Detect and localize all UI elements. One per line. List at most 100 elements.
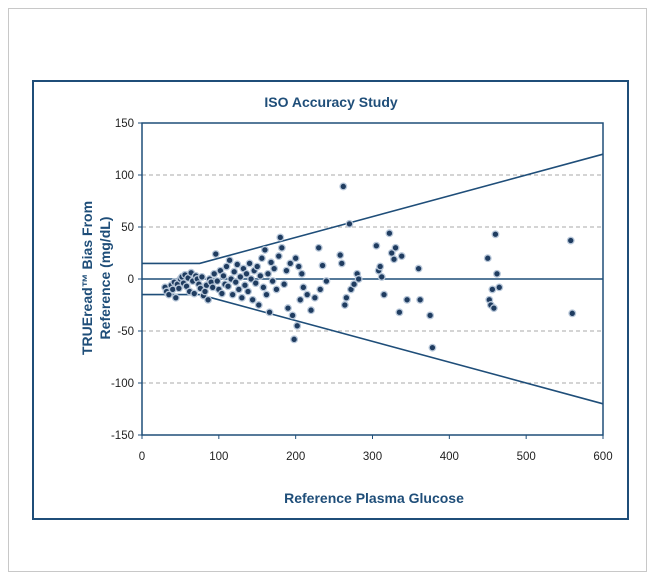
y-tick-label: 150 [115, 118, 134, 130]
x-tick-label: 300 [363, 451, 382, 463]
data-point [316, 285, 325, 294]
data-point [260, 245, 269, 254]
data-point [224, 282, 233, 291]
data-point [282, 266, 291, 275]
data-points [161, 182, 577, 352]
data-point [262, 290, 271, 299]
data-point [210, 269, 219, 278]
data-point [310, 293, 319, 302]
y-tick-label: -150 [111, 430, 134, 442]
data-point [219, 271, 228, 280]
data-point [204, 295, 213, 304]
data-point [414, 264, 423, 273]
data-point [237, 293, 246, 302]
y-axis-title-line-1: TRUEread™ Bias From [79, 201, 95, 355]
data-point [174, 284, 183, 293]
x-tick-label: 500 [517, 451, 536, 463]
data-point [397, 252, 406, 261]
data-point [354, 275, 363, 283]
data-point [337, 259, 346, 268]
data-point [489, 304, 498, 313]
data-point [340, 301, 349, 309]
data-point [225, 256, 234, 265]
chart-frame [32, 80, 629, 520]
data-point [296, 295, 305, 304]
data-point [164, 290, 173, 299]
data-point [274, 252, 283, 261]
x-tick-label: 600 [593, 451, 612, 463]
data-point [265, 308, 274, 317]
data-point [190, 289, 199, 298]
data-point [242, 269, 251, 278]
data-point [217, 289, 226, 298]
data-point [376, 262, 385, 271]
data-point [566, 236, 575, 245]
data-point [488, 285, 497, 294]
x-axis-ticks: 0 100 200 300 400 500 600 [139, 435, 613, 463]
data-point [380, 290, 388, 299]
data-point [211, 250, 220, 258]
data-point [280, 280, 289, 289]
data-point [416, 295, 425, 304]
data-point [171, 293, 180, 302]
data-point [297, 269, 306, 278]
data-point [254, 301, 263, 309]
data-point [483, 254, 492, 263]
data-point [288, 311, 297, 320]
data-point [385, 229, 394, 238]
accuracy-boundaries [142, 153, 604, 405]
y-tick-label: 0 [128, 274, 134, 286]
data-point [294, 262, 303, 271]
outer-frame [8, 8, 647, 572]
data-point [372, 241, 381, 250]
lower-boundary-line [142, 293, 604, 405]
data-point [222, 262, 231, 271]
data-point [264, 269, 272, 278]
x-tick-label: 100 [209, 451, 228, 463]
data-point [303, 290, 312, 299]
data-point [251, 279, 260, 288]
data-point [267, 258, 276, 267]
data-point [277, 243, 286, 252]
data-point [270, 264, 279, 273]
y-axis-title-line-2: Reference (mg/dL) [97, 217, 113, 340]
data-point [286, 259, 295, 268]
y-axis-ticks: 150 100 50 0 -50 -100 -150 [111, 118, 142, 442]
data-point [568, 309, 577, 318]
data-point [268, 277, 277, 286]
data-point [377, 272, 386, 281]
data-point [291, 254, 300, 263]
data-point [299, 283, 308, 292]
data-point [493, 269, 501, 278]
x-tick-label: 200 [286, 451, 305, 463]
x-axis-title: Reference Plasma Glucose [284, 490, 464, 506]
x-tick-label: 0 [139, 451, 145, 463]
data-point [257, 254, 266, 263]
data-point [391, 243, 400, 252]
data-point [284, 304, 292, 313]
data-point [276, 233, 285, 242]
y-tick-label: -100 [111, 378, 134, 390]
data-point [290, 335, 299, 344]
data-point [213, 277, 222, 286]
data-point [233, 260, 242, 269]
data-point [336, 251, 345, 260]
data-point [495, 283, 504, 292]
y-tick-label: 100 [115, 170, 134, 182]
data-point [350, 280, 359, 289]
data-point [395, 308, 404, 317]
data-point [241, 281, 249, 290]
data-point [231, 278, 240, 287]
data-point [245, 259, 254, 268]
data-point [230, 267, 239, 276]
y-tick-label: -50 [117, 326, 134, 338]
data-point [228, 290, 237, 299]
data-point [256, 271, 265, 280]
data-point [390, 255, 398, 264]
data-point [314, 243, 323, 252]
data-point [201, 287, 209, 296]
data-point [197, 272, 206, 281]
data-point [293, 321, 302, 330]
data-point [428, 343, 437, 352]
